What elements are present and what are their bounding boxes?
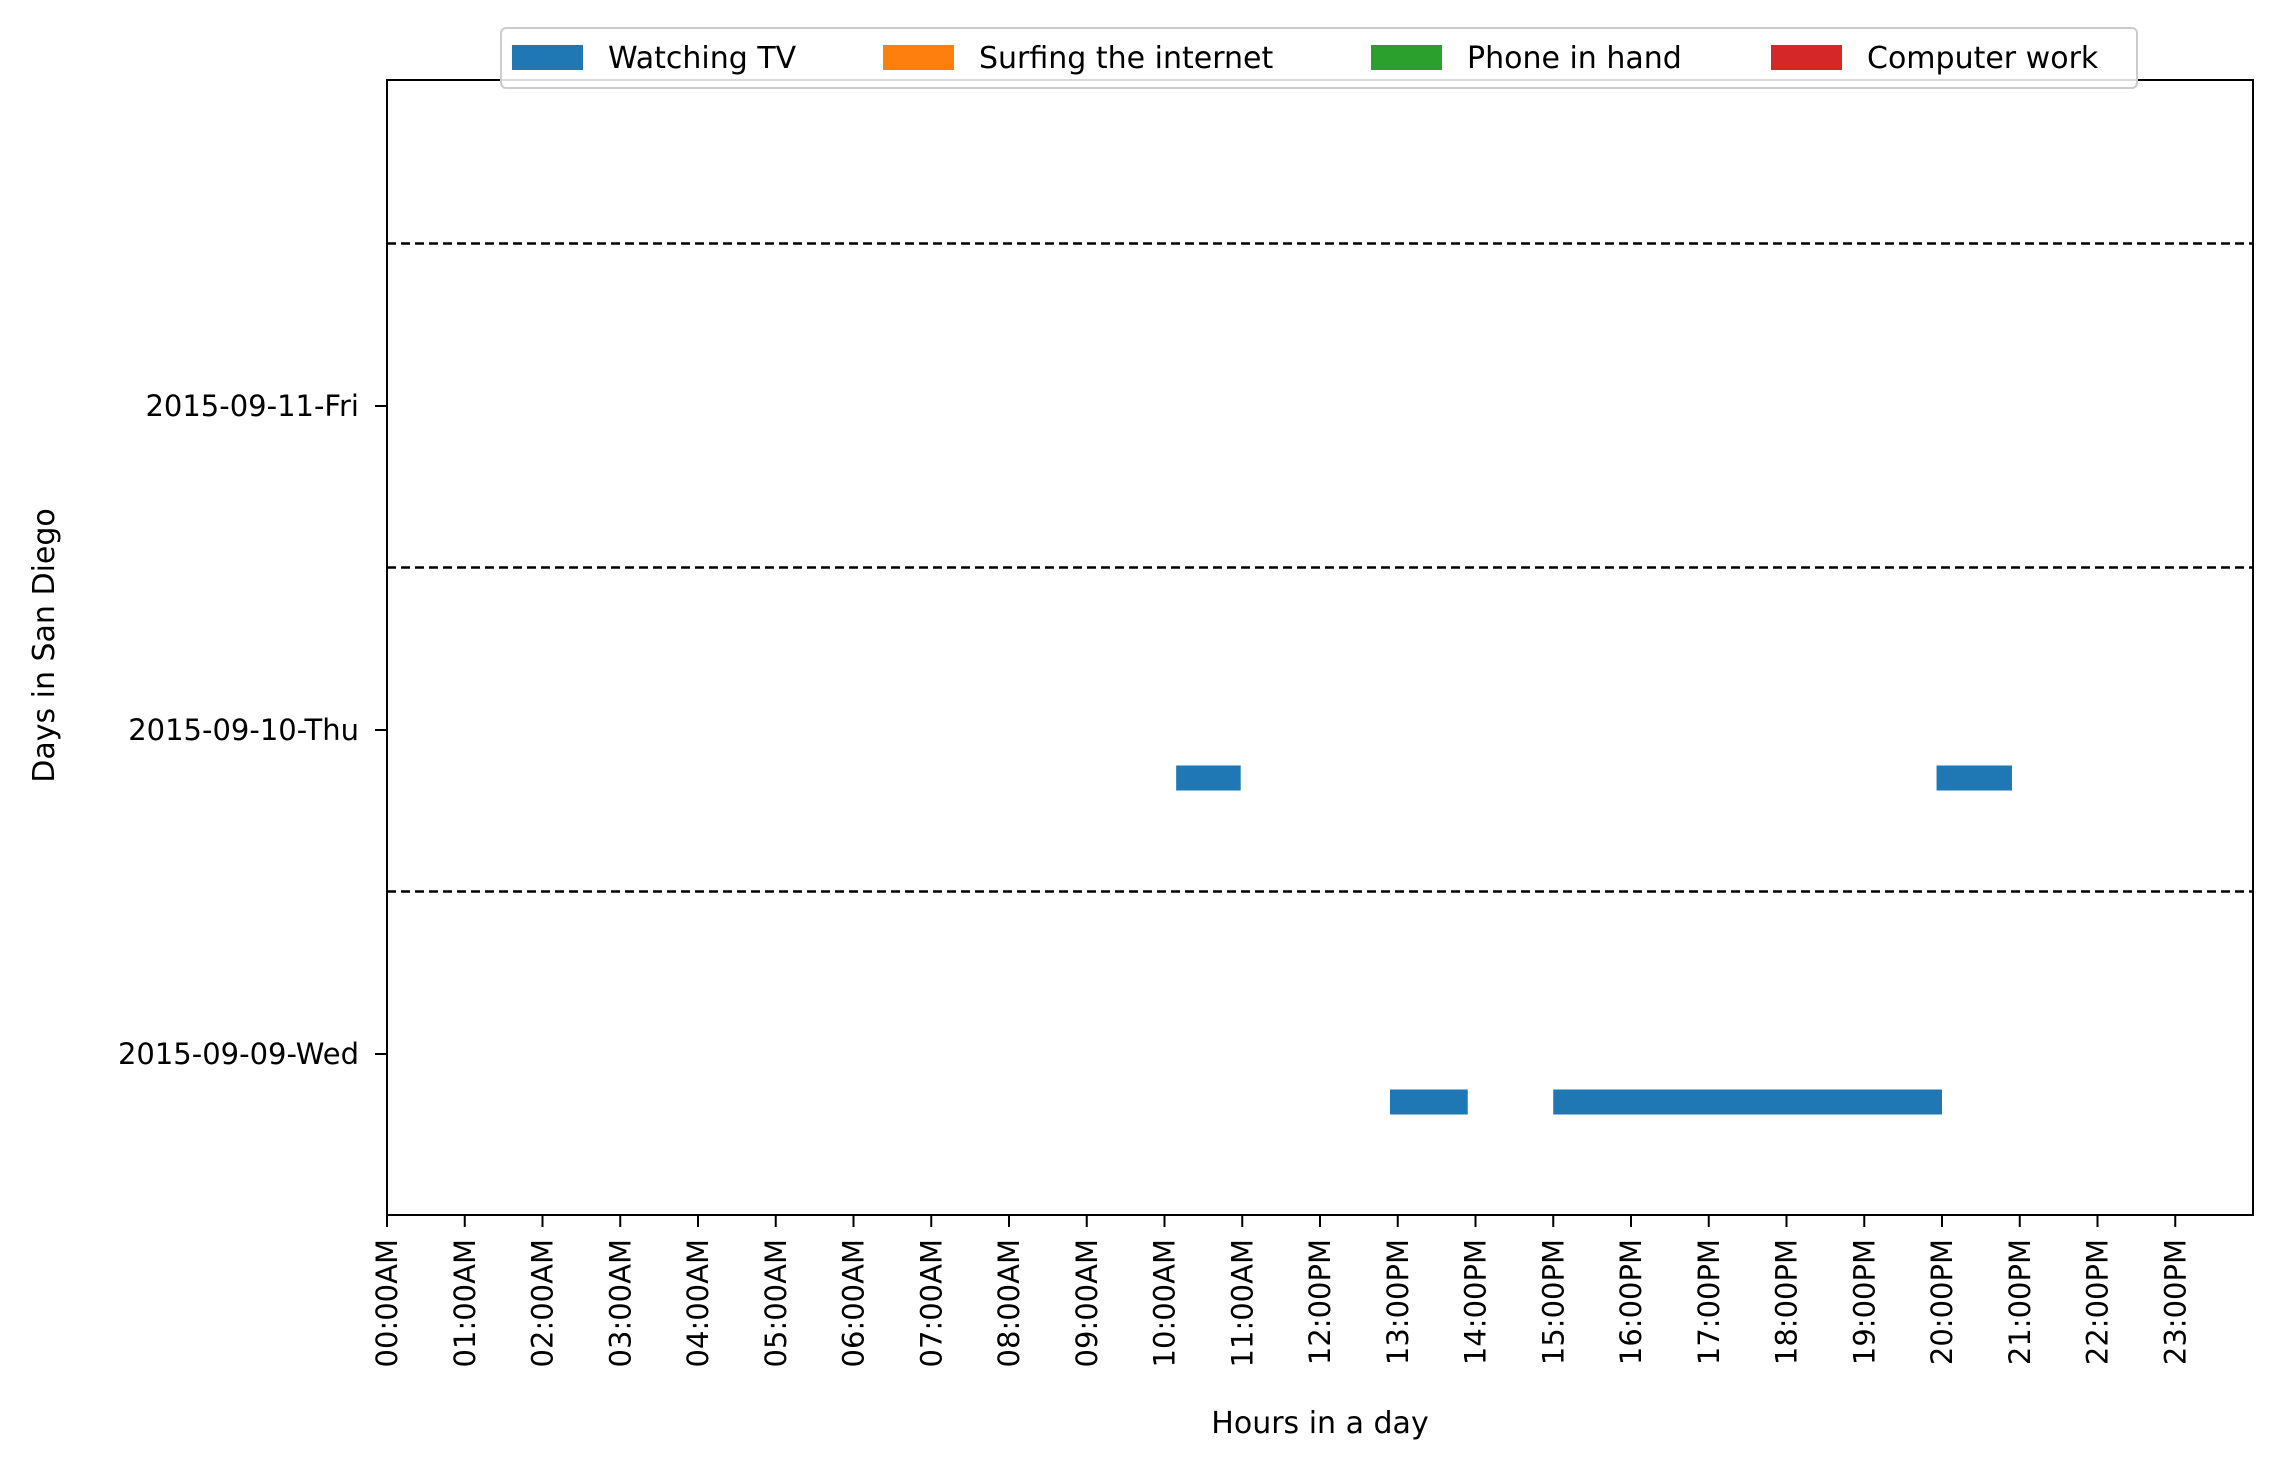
x-tick-label: 02:00AM — [526, 1239, 560, 1367]
timeline-bars — [1176, 765, 2012, 1115]
activity-bar — [1553, 1089, 1942, 1115]
x-tick-label: 13:00PM — [1381, 1239, 1415, 1365]
x-tick-label: 16:00PM — [1614, 1239, 1648, 1365]
x-tick-label: 09:00AM — [1070, 1239, 1104, 1367]
x-tick-label: 14:00PM — [1459, 1239, 1493, 1365]
x-axis-ticks: 00:00AM 01:00AM 02:00AM 03:00AM 04:00AM 05:00… — [370, 1215, 2192, 1367]
legend: Watching TV Surfing the internet Phone in … — [500, 27, 2138, 89]
x-tick-label: 19:00PM — [1847, 1239, 1881, 1365]
x-tick-label: 12:00PM — [1303, 1239, 1337, 1365]
activity-bar — [1389, 1089, 1468, 1115]
x-tick-label: 15:00PM — [1536, 1239, 1570, 1365]
legend-entry-label: Watching TV — [608, 41, 797, 76]
activity-bar — [1936, 765, 2012, 791]
legend-swatch — [1771, 45, 1842, 70]
legend-swatch — [1371, 45, 1442, 70]
y-axis-label: Days in San Diego — [27, 508, 62, 783]
y-tick-label: 2015-09-10-Thu — [128, 713, 359, 747]
y-tick-label: 2015-09-11-Fri — [145, 389, 359, 423]
legend-swatch — [883, 45, 954, 70]
x-tick-label: 00:00AM — [370, 1239, 404, 1367]
x-tick-label: 08:00AM — [992, 1239, 1026, 1367]
x-tick-label: 05:00AM — [759, 1239, 793, 1367]
x-tick-label: 04:00AM — [681, 1239, 715, 1367]
activity-bar — [1176, 765, 1241, 791]
legend-swatch — [512, 45, 583, 70]
x-tick-label: 17:00PM — [1692, 1239, 1726, 1365]
x-tick-label: 22:00PM — [2081, 1239, 2115, 1365]
x-tick-label: 06:00AM — [837, 1239, 871, 1367]
legend-entry-label: Surfing the internet — [979, 41, 1273, 76]
x-tick-label: 03:00AM — [603, 1239, 637, 1367]
x-tick-label: 20:00PM — [1925, 1239, 1959, 1365]
x-tick-label: 01:00AM — [448, 1239, 482, 1367]
legend-entry-label: Computer work — [1867, 41, 2099, 76]
legend-frame — [500, 27, 2138, 89]
x-tick-label: 11:00AM — [1225, 1239, 1259, 1367]
x-axis-label: Hours in a day — [1211, 1406, 1428, 1441]
day-separators — [387, 242, 2253, 893]
x-tick-label: 23:00PM — [2158, 1239, 2192, 1365]
x-tick-label: 07:00AM — [914, 1239, 948, 1367]
x-tick-label: 18:00PM — [1770, 1239, 1804, 1365]
x-tick-label: 21:00PM — [2003, 1239, 2037, 1365]
y-tick-label: 2015-09-09-Wed — [118, 1037, 359, 1071]
x-tick-label: 10:00AM — [1148, 1239, 1182, 1367]
legend-entry-label: Phone in hand — [1467, 41, 1682, 76]
y-axis-ticks: 2015-09-09-Wed 2015-09-10-Thu 2015-09-11-F… — [118, 389, 387, 1071]
